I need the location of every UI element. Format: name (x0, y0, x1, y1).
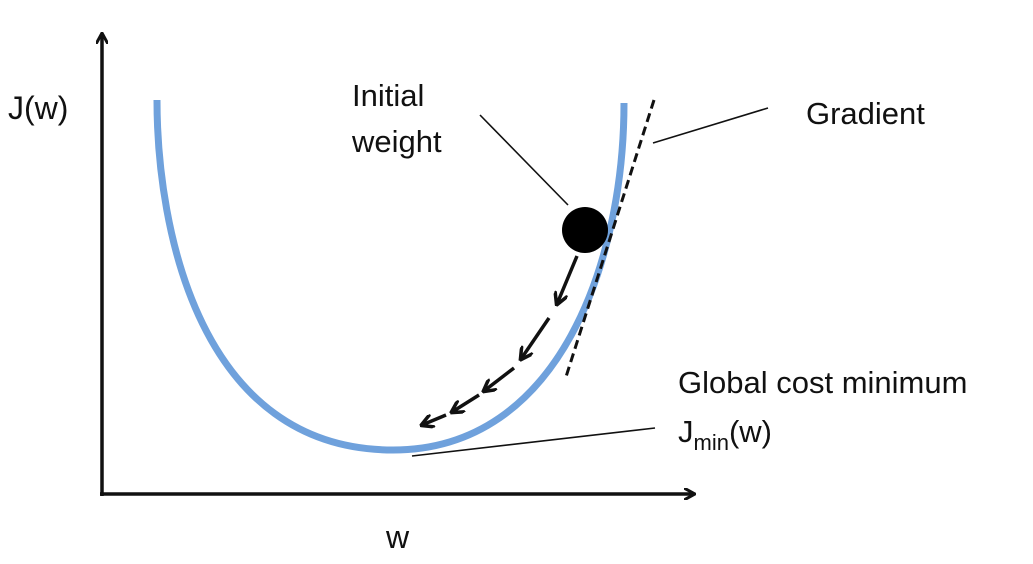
step-arrow (484, 366, 516, 391)
y-axis-label: J(w) (8, 90, 68, 126)
global-min-leader (411, 427, 656, 457)
gradient-leader (652, 107, 769, 144)
jmin-base: J (678, 414, 694, 449)
step-arrow (422, 413, 447, 425)
step-arrow (521, 317, 551, 359)
initial-weight-label-line2: weight (351, 124, 442, 159)
descent-steps (422, 255, 579, 425)
cost-curve (153, 99, 628, 454)
initial-weight-label-line1: Initial (352, 78, 424, 113)
step-arrow (452, 393, 480, 412)
gradient-tangent-line (563, 99, 656, 381)
jmin-label: Jmin(w) (678, 414, 772, 455)
global-min-label: Global cost minimum (678, 365, 967, 400)
jmin-suffix: (w) (729, 414, 772, 449)
initial-weight-leader (479, 114, 569, 206)
initial-weight-point (562, 207, 608, 253)
jmin-subscript: min (694, 430, 729, 455)
step-arrow (557, 255, 579, 304)
gradient-label: Gradient (806, 96, 925, 131)
x-axis-label: w (385, 519, 410, 555)
